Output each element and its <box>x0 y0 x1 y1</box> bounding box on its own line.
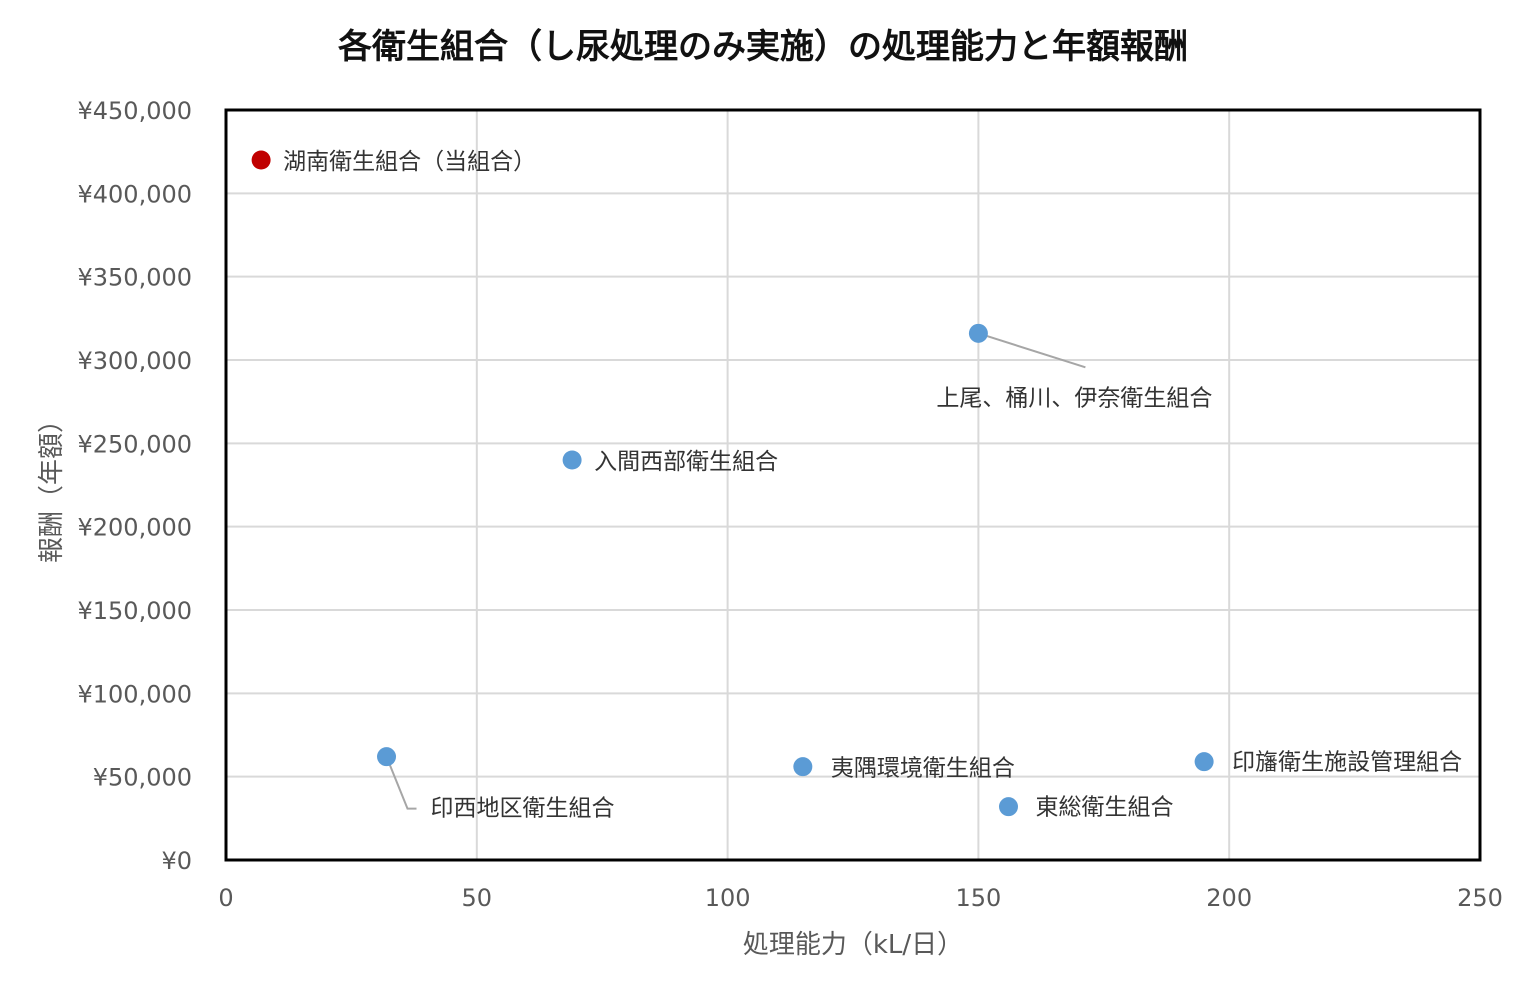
x-axis-ticks: 0 50 100 150 200 250 <box>218 884 1503 912</box>
x-tick-label: 50 <box>462 884 493 912</box>
leader-line <box>385 756 417 810</box>
data-point <box>562 450 582 470</box>
data-point <box>793 757 813 777</box>
chart-title: 各衛生組合（し尿処理のみ実施）の処理能力と年額報酬 <box>338 27 1188 67</box>
data-point <box>968 323 988 343</box>
y-tick-label: ¥200,000 <box>77 514 192 542</box>
data-point <box>998 797 1018 817</box>
data-label: 印旛衛生施設管理組合 <box>1232 750 1462 776</box>
data-points <box>251 150 1214 817</box>
y-tick-label: ¥50,000 <box>93 764 192 792</box>
y-axis-label: 報酬（年額） <box>37 407 67 563</box>
data-label: 東総衛生組合 <box>1035 795 1173 821</box>
y-axis-ticks: ¥0 ¥50,000 ¥100,000 ¥150,000 ¥200,000 ¥250,00… <box>77 97 192 875</box>
data-point <box>1194 752 1214 772</box>
x-axis-label: 処理能力（kL/日） <box>743 930 963 960</box>
x-tick-label: 100 <box>705 884 751 912</box>
x-tick-label: 150 <box>955 884 1001 912</box>
data-point <box>251 150 271 170</box>
y-tick-label: ¥150,000 <box>77 597 192 625</box>
y-tick-label: ¥0 <box>161 847 192 875</box>
x-tick-label: 250 <box>1457 884 1503 912</box>
y-tick-label: ¥100,000 <box>77 680 192 708</box>
data-label: 夷隅環境衛生組合 <box>831 756 1015 782</box>
y-tick-label: ¥300,000 <box>77 347 192 375</box>
y-tick-label: ¥350,000 <box>77 264 192 292</box>
data-label: 印西地区衛生組合 <box>431 796 615 822</box>
data-label: 入間西部衛生組合 <box>594 449 778 475</box>
y-tick-label: ¥250,000 <box>77 430 192 458</box>
x-tick-label: 200 <box>1206 884 1252 912</box>
y-tick-label: ¥400,000 <box>77 180 192 208</box>
y-tick-label: ¥450,000 <box>77 97 192 125</box>
leader-line <box>978 332 1086 369</box>
data-label: 上尾、桶川、伊奈衛生組合 <box>936 385 1212 411</box>
plot-area-border <box>224 108 1482 862</box>
grid-lines <box>225 109 1481 861</box>
leader-lines <box>385 332 1086 810</box>
x-tick-label: 0 <box>218 884 233 912</box>
data-point <box>377 747 397 767</box>
data-label: 湖南衛生組合（当組合） <box>283 149 536 175</box>
